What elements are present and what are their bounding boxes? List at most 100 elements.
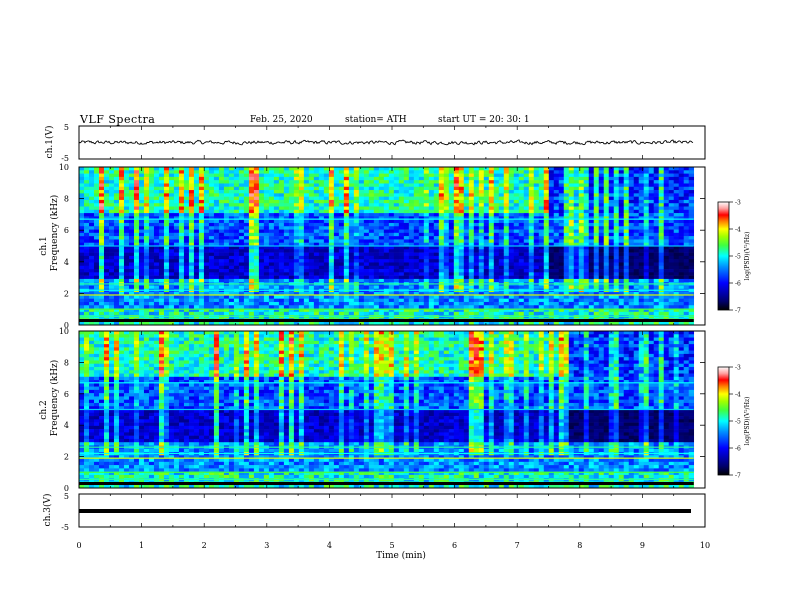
spectrogram-cell <box>84 232 90 237</box>
spectrogram-cell <box>393 259 400 263</box>
spectrogram-cell <box>148 186 155 191</box>
spectrogram-cell <box>79 167 85 171</box>
spectrogram-cell <box>393 242 400 247</box>
spectrogram-cell <box>178 269 185 273</box>
spectrogram-cell <box>108 206 115 211</box>
spectrogram-cell <box>268 242 275 247</box>
spectrogram-cell <box>318 255 325 260</box>
spectrogram-cell <box>338 170 345 174</box>
spectrogram-cell <box>228 239 235 244</box>
spectrogram-cell <box>358 186 365 191</box>
spectrogram-cell <box>303 262 310 267</box>
spectrogram-cell <box>238 232 245 237</box>
spectrogram-cell <box>548 180 555 184</box>
spectrogram-cell <box>548 259 555 263</box>
spectrogram-cell <box>298 176 305 181</box>
spectrogram-cell <box>368 183 375 188</box>
spectrogram-cell <box>218 246 225 250</box>
spectrogram-cell <box>253 183 260 188</box>
spectrogram-cell <box>258 180 265 184</box>
spectrogram-cell <box>98 222 105 227</box>
spectrogram-cell <box>338 308 345 313</box>
spectrogram-cell <box>518 229 525 234</box>
spectrogram-cell <box>408 190 415 194</box>
spectrogram-cell <box>503 308 510 313</box>
spectrogram-cell <box>198 226 205 230</box>
spectrogram-cell <box>523 170 530 174</box>
spectrogram-cell <box>89 226 95 230</box>
spectrogram-cell <box>408 242 415 247</box>
spectrogram-cell <box>433 315 440 319</box>
spectrogram-cell <box>528 285 535 290</box>
spectrogram-cell <box>108 190 115 194</box>
spectrogram-cell <box>243 315 250 319</box>
spectrogram-cell <box>308 206 315 211</box>
spectrogram-cell <box>188 232 195 237</box>
spectrogram-cell <box>373 190 380 194</box>
spectrogram-cell <box>588 315 595 319</box>
spectrogram-cell <box>548 278 555 283</box>
spectrogram-cell <box>143 265 150 270</box>
spectrogram-cell <box>508 216 515 220</box>
spectrogram-cell <box>438 249 445 253</box>
spectrogram-cell <box>348 206 355 211</box>
spectrogram-cell <box>233 252 240 257</box>
spectrogram-cell <box>383 203 390 207</box>
spectrogram-cell <box>453 183 460 188</box>
spectrogram-cell <box>228 180 235 184</box>
spectrogram-cell <box>283 206 290 211</box>
spectrogram-cell <box>283 255 290 260</box>
spectrogram-cell <box>388 173 395 178</box>
spectrogram-cell <box>298 308 305 313</box>
spectrogram-cell <box>138 278 145 283</box>
spectrogram-cell <box>183 219 190 224</box>
spectrogram-cell <box>263 259 270 263</box>
spectrogram-cell <box>443 252 450 257</box>
spectrogram-cell <box>508 229 515 234</box>
spectrogram-cell <box>148 203 155 207</box>
spectrogram-cell <box>368 180 375 184</box>
spectrogram-cell <box>298 272 305 276</box>
spectrogram-cell <box>133 216 140 220</box>
spectrogram-cell <box>348 183 355 188</box>
spectrogram-cell <box>208 167 215 171</box>
spectrogram-cell <box>308 229 315 234</box>
spectrogram-cell <box>508 222 515 227</box>
spectrogram-cell <box>488 255 495 260</box>
spectrogram-cell <box>238 249 245 253</box>
spectrogram-cell <box>253 278 260 283</box>
spectrogram-cell <box>573 199 580 204</box>
spectrogram-cell <box>448 183 455 188</box>
spectrogram-cell <box>218 321 225 326</box>
spectrogram-cell <box>318 213 325 217</box>
spectrogram-cell <box>588 236 595 240</box>
spectrogram-cell <box>443 167 450 171</box>
spectrogram-cell <box>108 252 115 257</box>
spectrogram-cell <box>518 213 525 217</box>
spectrogram-cell <box>288 206 295 211</box>
spectrogram-cell <box>233 305 240 309</box>
spectrogram-cell <box>128 311 135 316</box>
spectrogram-cell <box>98 259 105 263</box>
spectrogram-cell <box>103 239 110 244</box>
spectrogram-cell <box>253 236 260 240</box>
spectrogram-cell <box>153 285 160 290</box>
spectrogram-cell <box>548 176 555 181</box>
spectrogram-cell <box>363 311 370 316</box>
spectrogram-cell <box>113 301 120 306</box>
spectrogram-cell <box>128 262 135 267</box>
spectrogram-cell <box>533 255 540 260</box>
spectrogram-cell <box>243 199 250 204</box>
spectrogram-cell <box>138 190 145 194</box>
spectrogram-cell <box>378 216 385 220</box>
spectrogram-cell <box>533 242 540 247</box>
spectrogram-cell <box>89 269 95 273</box>
spectrogram-cell <box>273 173 280 178</box>
spectrogram-cell <box>453 226 460 230</box>
spectrogram-cell <box>563 292 570 296</box>
spectrogram-cell <box>573 315 580 319</box>
spectrogram-cell <box>113 206 120 211</box>
spectrogram-cell <box>568 315 575 319</box>
spectrogram-cell <box>123 239 130 244</box>
spectrogram-cell <box>193 311 200 316</box>
